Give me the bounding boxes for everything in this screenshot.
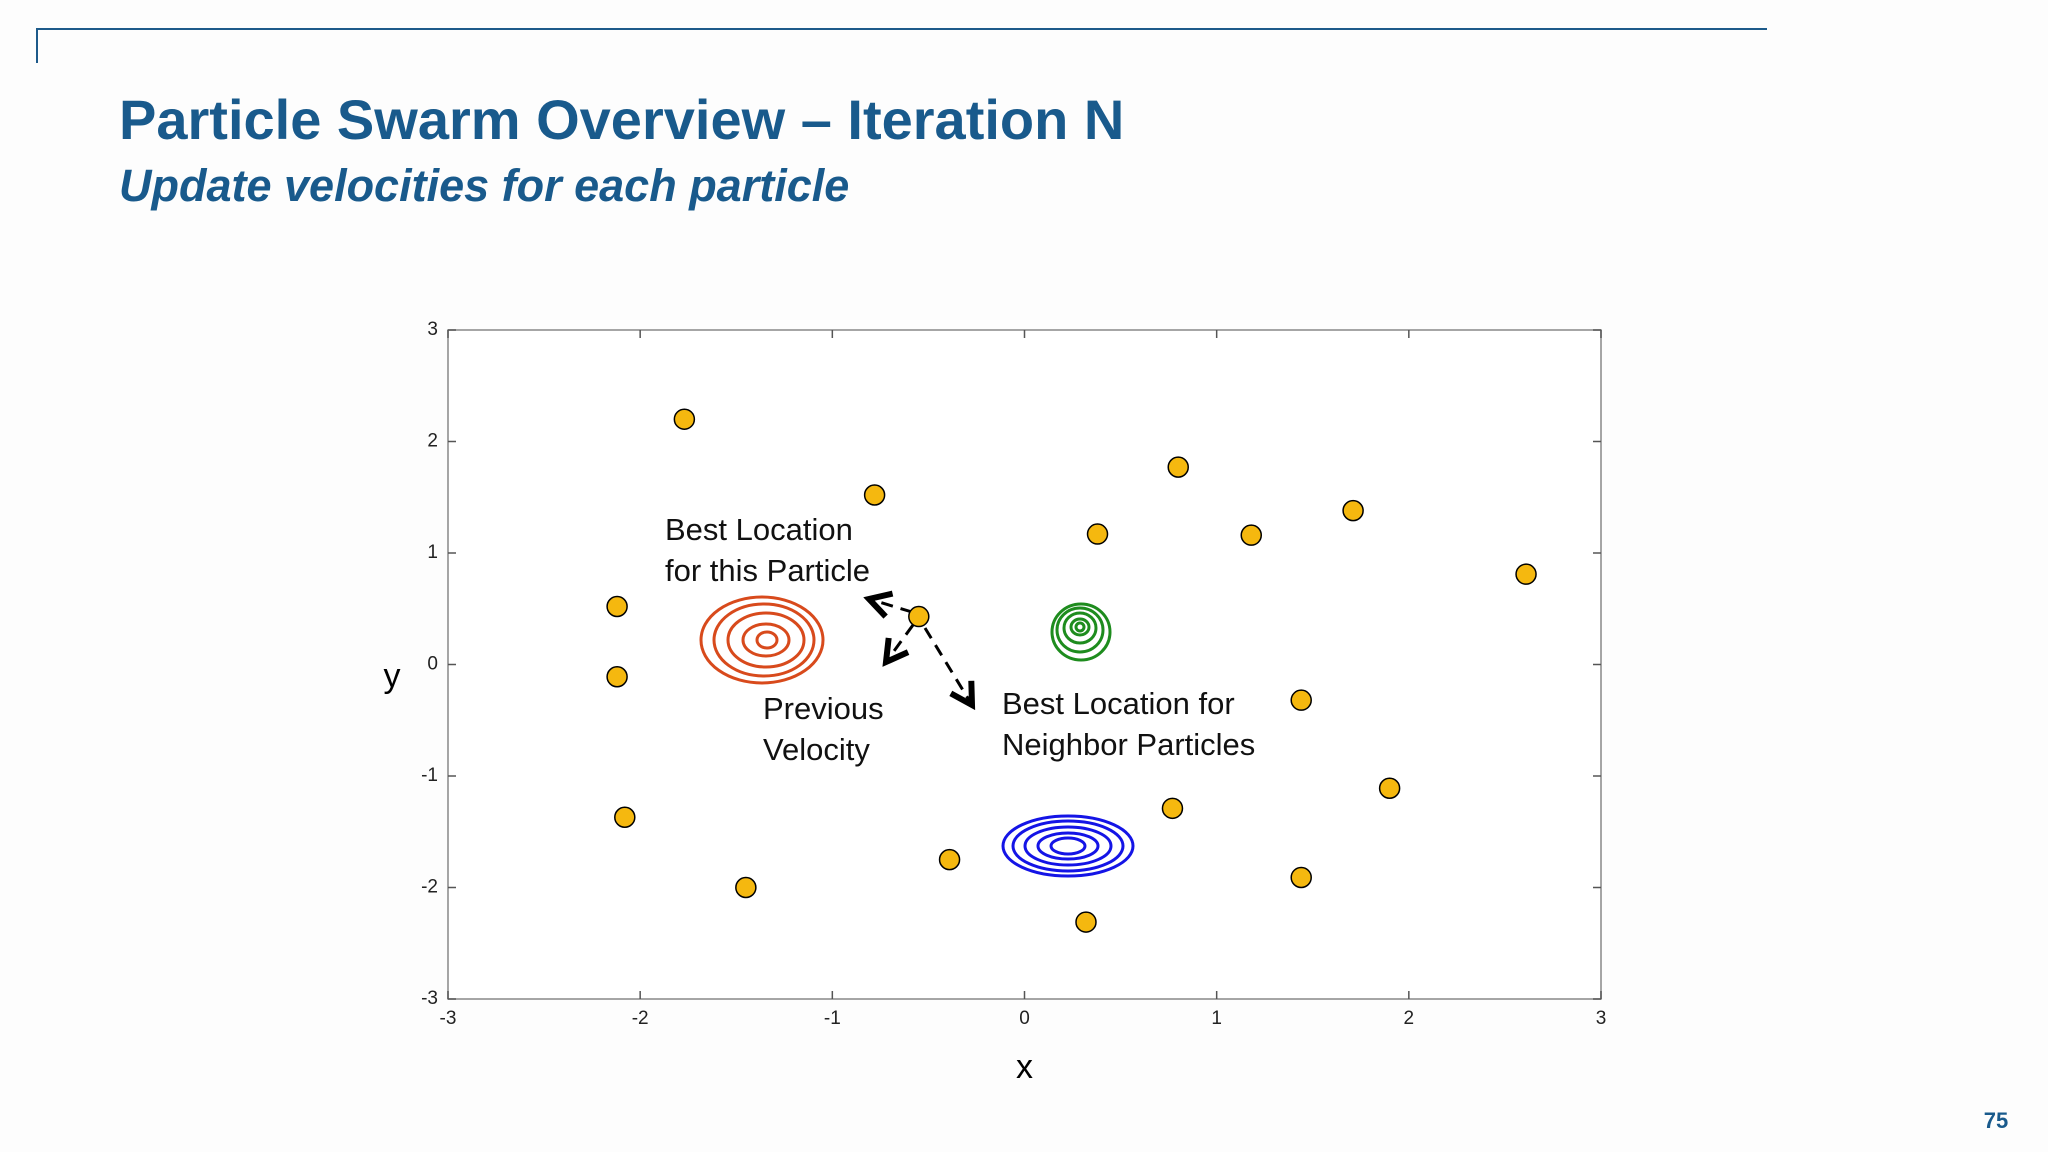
particle <box>606 595 628 618</box>
y-tick-label: 2 <box>427 431 438 452</box>
particle <box>938 848 961 871</box>
y-tick-label: -1 <box>421 765 438 786</box>
x-tick-label: 0 <box>1019 1008 1030 1029</box>
y-tick-label: -2 <box>421 877 438 898</box>
x-axis-label: x <box>1016 1048 1033 1086</box>
x-tick-label: -3 <box>440 1008 457 1029</box>
particle <box>1075 911 1097 933</box>
annotation: Best Location for <box>1002 686 1235 721</box>
particle <box>1290 689 1312 711</box>
particle <box>673 408 696 430</box>
contour-red <box>699 595 825 685</box>
x-tick-label: 2 <box>1404 1008 1415 1029</box>
particle <box>908 605 930 628</box>
y-axis-label: y <box>384 657 401 695</box>
particle <box>1167 456 1189 478</box>
header-rule <box>36 28 1767 63</box>
particle <box>1290 866 1312 889</box>
plot-area <box>447 329 1602 1000</box>
x-tick-label: -2 <box>632 1008 649 1029</box>
y-tick-label: 1 <box>427 542 438 563</box>
particle <box>735 876 757 899</box>
x-tick-label: 1 <box>1211 1008 1222 1029</box>
contour-blue <box>1001 814 1135 878</box>
annotation: for this Particle <box>665 553 870 588</box>
particle <box>606 666 628 688</box>
x-tick-label: -1 <box>824 1008 841 1029</box>
y-tick-label: 3 <box>427 319 438 340</box>
slide-title: Particle Swarm Overview – Iteration N <box>119 88 1124 151</box>
particle <box>1378 777 1401 800</box>
particle <box>863 484 886 506</box>
annotation: Previous <box>763 691 884 726</box>
annotation: Best Location <box>665 512 853 547</box>
x-tick-label: 3 <box>1596 1008 1607 1029</box>
particle <box>1086 523 1109 545</box>
contour-green <box>1050 602 1112 662</box>
annotation: Neighbor Particles <box>1002 727 1255 762</box>
y-tick-label: 0 <box>427 654 438 675</box>
y-tick-label: -3 <box>421 988 438 1009</box>
particle <box>614 806 636 829</box>
particle <box>1161 797 1184 820</box>
particle <box>1342 499 1364 522</box>
velocity-arrows <box>869 599 972 705</box>
particle <box>1240 524 1263 546</box>
particle <box>1515 563 1537 585</box>
page-number: 75 <box>1984 1108 2008 1133</box>
slide-subtitle: Update velocities for each particle <box>119 160 849 211</box>
annotation: Velocity <box>763 732 870 767</box>
